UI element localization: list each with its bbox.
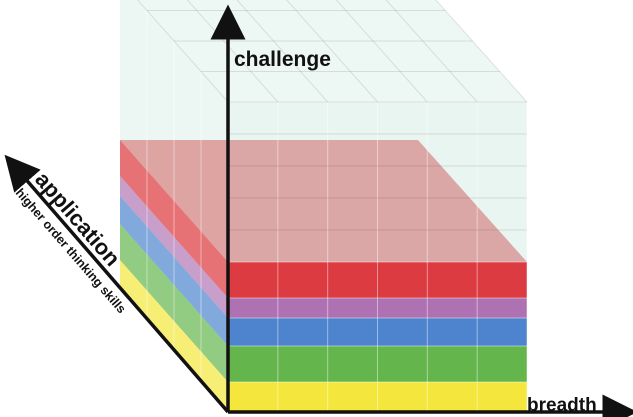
cube-grid <box>137 0 528 412</box>
breadth-label: breadth <box>527 395 597 416</box>
axes <box>4 4 633 417</box>
top-grid-depth <box>335 0 428 103</box>
layer-glass-side <box>120 0 228 262</box>
layer-red-top <box>120 140 527 262</box>
layer-green-side <box>120 224 228 382</box>
layer-glass-front <box>228 102 527 262</box>
top-grid-depth <box>236 0 329 103</box>
top-grid-depth <box>286 0 378 103</box>
layer-red-side <box>120 140 228 298</box>
top-grid-depth <box>137 0 229 103</box>
layer-yellow-side <box>120 260 228 412</box>
layer-purple-side <box>120 176 228 318</box>
layer-blue-side <box>120 196 228 346</box>
top-grid-depth <box>385 0 478 103</box>
layer-purple-front <box>228 298 527 318</box>
layer-red-front <box>228 262 527 298</box>
layer-blue-front <box>228 318 527 346</box>
layer-yellow-front <box>228 382 527 412</box>
challenge-label: challenge <box>234 48 331 71</box>
top-grid-depth <box>186 0 279 103</box>
application-axis <box>4 154 230 414</box>
layer-green-front <box>228 346 527 382</box>
top-grid-depth <box>435 0 528 103</box>
